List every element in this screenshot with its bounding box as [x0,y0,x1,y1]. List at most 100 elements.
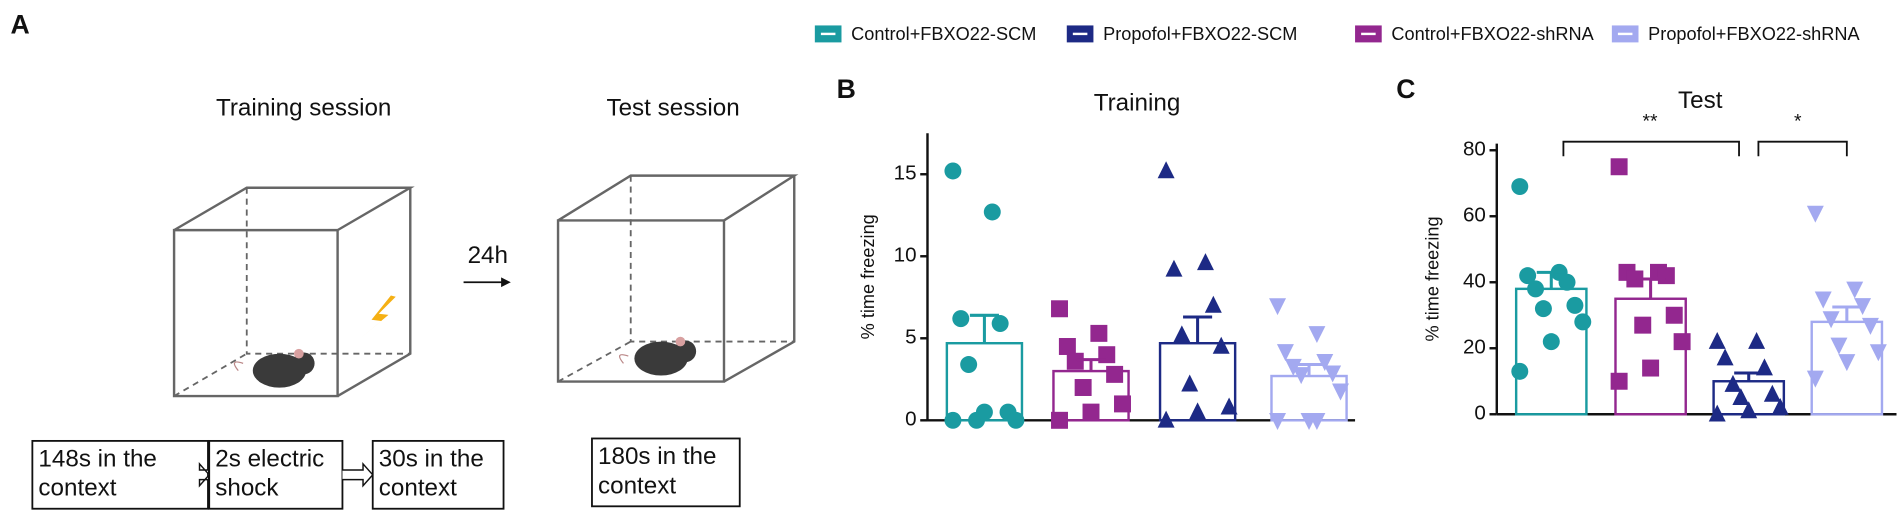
point [1519,267,1537,285]
point [1771,397,1789,415]
point [1106,365,1124,383]
chart-title: Test [1678,87,1723,114]
y-tick-label: 10 [894,244,917,267]
point [1626,270,1644,288]
point [1822,311,1840,329]
point [952,310,970,328]
y-tick-label: 0 [1474,402,1485,425]
point [1511,362,1529,380]
point [1814,291,1832,309]
point [1276,344,1294,362]
point [1308,413,1326,430]
cube [556,174,799,383]
point [1074,379,1092,396]
legend-label: Control+FBXO22-SCM [851,24,1036,44]
point [991,315,1009,333]
step-box [591,437,741,508]
point [975,403,993,421]
error-bar [1832,305,1862,322]
significance-label: * [1794,110,1802,132]
point [1665,306,1683,324]
legend: Control+FBXO22-SCM Propofol+FBXO22-SCM Con… [814,24,1860,44]
point [1189,402,1207,420]
y-tick-label: 5 [905,326,916,349]
chart-title: Training [1094,90,1181,117]
point [1716,348,1734,366]
point [1755,358,1773,376]
point [1007,411,1025,429]
y-tick-label: 15 [894,162,917,185]
point [1157,410,1175,428]
point [1114,395,1131,413]
panel-title: Test session [606,94,739,121]
charts: B Training % time freezing 0 5 10 15 C Test % tim… [837,74,1897,431]
point [1838,354,1856,372]
legend-label: Control+FBXO22-shRNA [1391,24,1594,44]
point [1634,316,1652,334]
point [1058,338,1076,355]
point [1157,161,1175,179]
legend-label: Propofol+FBXO22-shRNA [1648,24,1860,44]
point [1673,333,1691,351]
panel-letter: C [1396,74,1415,104]
step-arrow [342,462,374,488]
significance-bracket [1757,140,1848,157]
chart: B Training % time freezing 0 5 10 15 [837,74,1356,431]
step-text: context [379,475,457,502]
y-tick-label: 80 [1463,138,1486,161]
step-text: 30s in the [379,446,484,473]
step-text: 148s in the [38,446,156,473]
point [1806,370,1824,388]
point [1196,253,1214,271]
point [1558,273,1576,291]
point [1642,359,1660,377]
point [1090,324,1108,342]
point [1292,367,1310,385]
point [1708,331,1726,349]
arrow [463,277,511,288]
point [1316,353,1334,371]
point [1869,344,1887,362]
error-bar [1536,270,1566,289]
point [1708,404,1726,422]
step-box [371,439,505,510]
point [1269,298,1287,316]
point [944,411,962,429]
point [1220,397,1238,415]
point [1732,388,1750,406]
point [1830,337,1848,355]
y-axis-label: % time freezing [1423,216,1443,341]
delay-label: 24h [468,242,508,269]
point [1861,317,1879,335]
point [1748,331,1766,349]
point [1308,326,1326,344]
step-text: 180s in the [598,443,717,470]
point [1066,352,1084,370]
y-tick-label: 60 [1463,204,1486,227]
point [1542,333,1560,351]
point [944,162,962,180]
step-text: context [598,472,676,499]
point [1610,372,1628,390]
error-bar [1636,277,1666,299]
point [1324,365,1342,383]
point [1204,295,1222,313]
error-bar [1183,315,1213,344]
shock-icon [359,295,396,340]
significance-label: ** [1642,110,1658,132]
legend-label: Propofol+FBXO22-SCM [1103,24,1297,44]
point [1657,267,1675,285]
point [1610,158,1628,176]
point [1212,336,1230,354]
point [1165,259,1183,277]
mouse [619,336,697,376]
y-tick-label: 20 [1463,336,1486,359]
point [1173,325,1191,343]
point [1846,281,1864,299]
mouse [233,348,315,388]
point [1051,300,1068,318]
point [1574,313,1592,331]
